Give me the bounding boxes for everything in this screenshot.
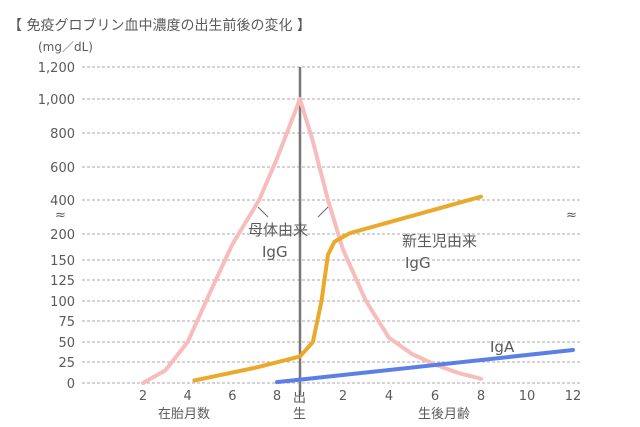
x-tick-label: 12 bbox=[565, 389, 582, 404]
y-tick-label: 200 bbox=[50, 228, 75, 243]
x-tick-label: 2 bbox=[139, 389, 147, 404]
x-axis-label-prenatal: 在胎月数 bbox=[158, 407, 210, 422]
axis-break-left: ≈ bbox=[55, 208, 66, 223]
x-tick-label: 2 bbox=[339, 389, 347, 404]
series-label-maternal-line1: 母体由来 bbox=[248, 221, 308, 239]
y-tick-label: 25 bbox=[58, 356, 75, 371]
leader-line-left bbox=[257, 206, 269, 218]
series-label-maternal-line2: IgG bbox=[262, 243, 288, 261]
newborn-igg-line bbox=[192, 194, 483, 383]
birth-label-2: 生 bbox=[293, 407, 306, 422]
x-tick-label: 10 bbox=[519, 389, 536, 404]
x-tick-label: 6 bbox=[431, 389, 439, 404]
x-tick-label: 8 bbox=[477, 389, 485, 404]
y-tick-label: 1,200 bbox=[38, 61, 75, 76]
x-tick-label: 8 bbox=[273, 389, 281, 404]
y-tick-label: 75 bbox=[58, 315, 75, 330]
y-tick-label: 400 bbox=[50, 194, 75, 209]
maternal-igg-line bbox=[141, 97, 483, 385]
series-label-newborn-line1: 新生児由来 bbox=[402, 232, 477, 250]
chart-title: 【 免疫グロブリン血中濃度の出生前後の変化 】 bbox=[8, 17, 311, 34]
x-tick-label: 6 bbox=[228, 389, 236, 404]
y-tick-label: 600 bbox=[50, 161, 75, 176]
y-tick-label: 0 bbox=[67, 377, 75, 392]
iga-line bbox=[275, 348, 575, 385]
series-label-newborn-line2: IgG bbox=[405, 254, 431, 272]
birth-label-1: 出 bbox=[293, 391, 306, 406]
y-tick-label: 100 bbox=[50, 295, 75, 310]
x-axis-label-postnatal: 生後月齢 bbox=[418, 407, 470, 422]
y-tick-label: 50 bbox=[58, 336, 75, 351]
y-tick-label: 800 bbox=[50, 127, 75, 142]
y-tick-label: 1,000 bbox=[38, 93, 75, 108]
series-label-iga: IgA bbox=[490, 338, 515, 356]
x-tick-label: 4 bbox=[184, 389, 192, 404]
y-tick-label: 125 bbox=[50, 274, 75, 289]
leader-line-right bbox=[317, 206, 329, 218]
y-axis-unit: (mg／dL) bbox=[38, 40, 93, 54]
axis-break-right: ≈ bbox=[566, 208, 577, 223]
y-tick-label: 150 bbox=[50, 254, 75, 269]
x-tick-label: 4 bbox=[385, 389, 393, 404]
